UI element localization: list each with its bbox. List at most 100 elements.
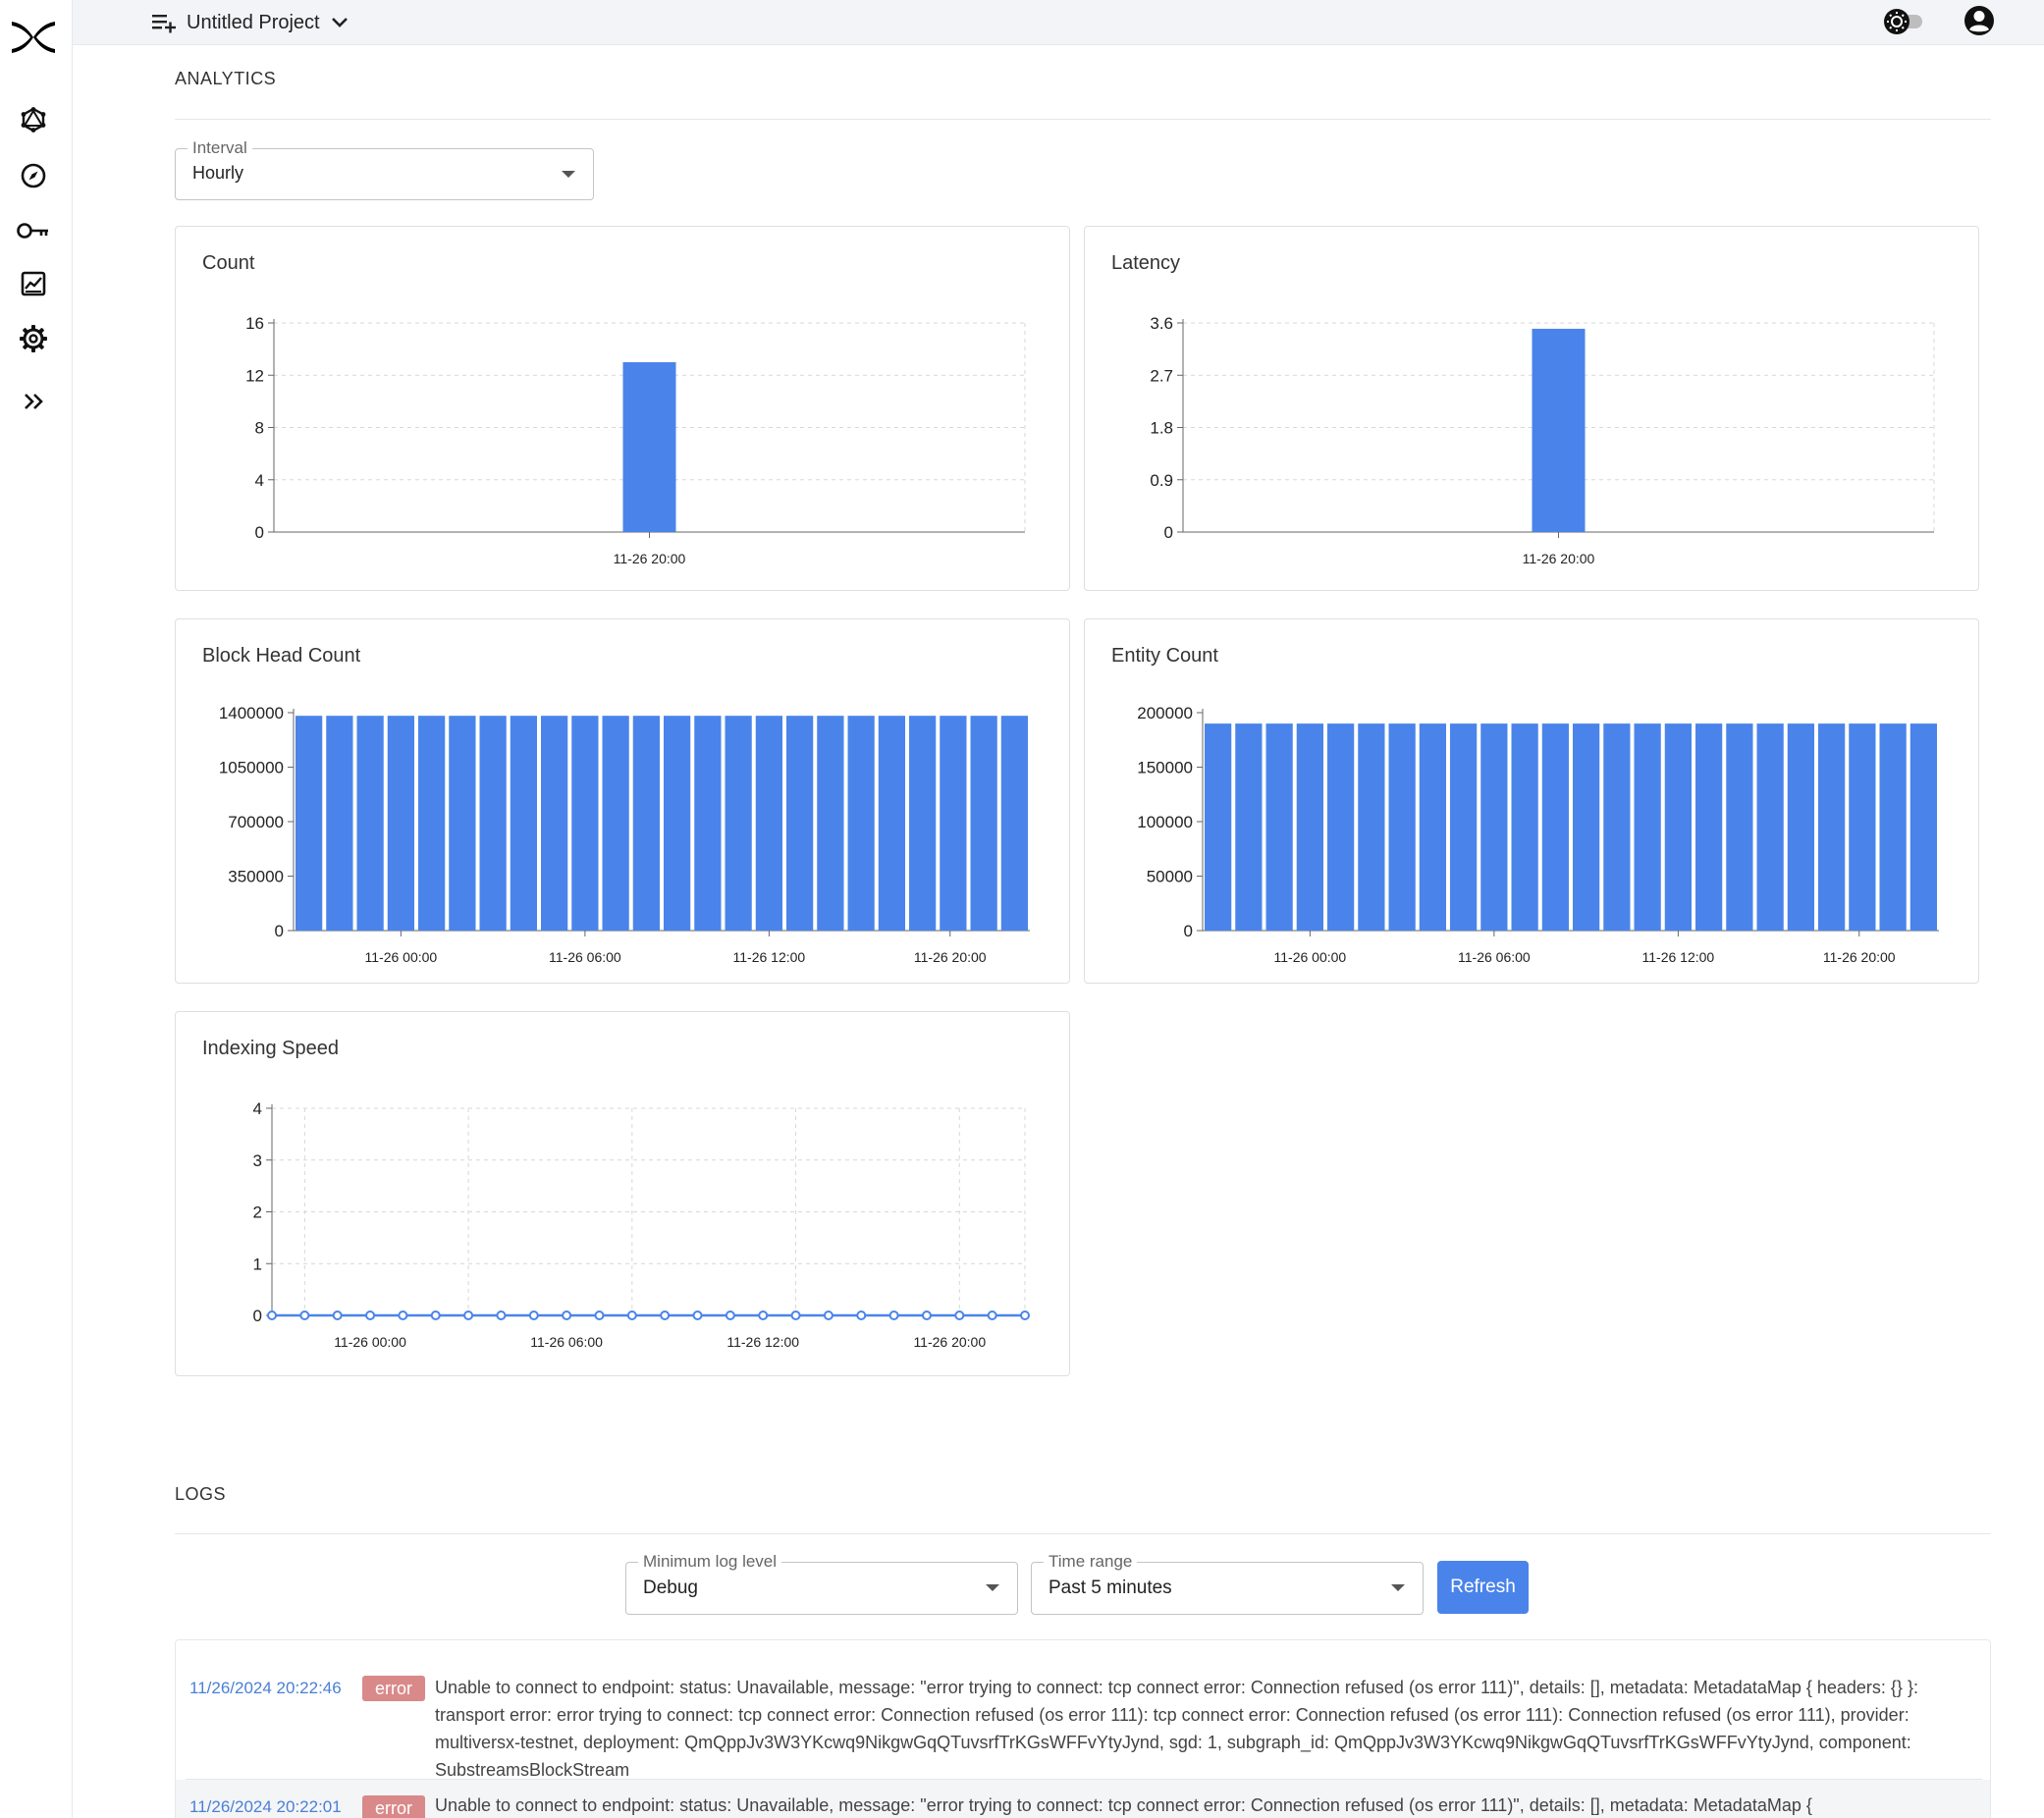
bar	[1818, 723, 1846, 931]
x-tick-label: 11-26 06:00	[530, 1334, 603, 1350]
x-tick-label: 11-26 20:00	[614, 551, 686, 566]
data-point	[692, 1310, 703, 1320]
x-tick-label: 11-26 20:00	[913, 1334, 986, 1350]
bar	[326, 716, 353, 931]
bar	[1541, 723, 1569, 931]
count-chart: 0 4 8 12 16 11-26 20:00	[245, 314, 1026, 566]
bar	[418, 716, 446, 931]
data-point	[790, 1310, 801, 1320]
x-tick-label: 11-26 12:00	[726, 1334, 799, 1350]
chart-title: Indexing Speed	[202, 1038, 340, 1059]
block-head-count-chart: 0 350000 700000 1050000 1400000 11-26 00:00 11…	[219, 704, 1030, 965]
log-timestamp[interactable]: 11/26/2024 20:22:46	[189, 1679, 342, 1697]
min-log-level-select[interactable]: Minimum log level Debug	[625, 1552, 1018, 1615]
bar	[878, 716, 905, 931]
logs-section-title: LOGS	[175, 1484, 227, 1504]
y-tick-label: 100000	[1137, 813, 1193, 831]
bar	[1634, 723, 1661, 931]
chevron-down-icon	[331, 18, 348, 27]
data-point	[888, 1310, 899, 1320]
y-tick-label: 150000	[1137, 759, 1193, 777]
data-point	[1020, 1310, 1030, 1320]
y-tick-label: 1	[253, 1255, 262, 1273]
y-tick-label: 16	[245, 314, 264, 333]
latency-chart: 0 0.9 1.8 2.7 3.6 11-26 20:00	[1150, 314, 1935, 566]
bar	[1450, 723, 1478, 931]
block-head-count-chart-card: Block Head Count 0 350000 700000 1050000 140…	[175, 618, 1070, 984]
interval-select[interactable]: Interval Hourly	[175, 138, 594, 200]
log-separator	[186, 1779, 1982, 1780]
key-icon[interactable]	[16, 213, 51, 248]
data-point	[725, 1310, 735, 1320]
time-range-value: Past 5 minutes	[1049, 1577, 1172, 1598]
y-tick-label: 0	[255, 523, 264, 542]
min-log-level-label: Minimum log level	[638, 1552, 782, 1572]
expand-chevrons-icon[interactable]	[16, 384, 51, 419]
bar	[1205, 723, 1232, 931]
bar	[970, 716, 997, 931]
bar	[1419, 723, 1446, 931]
bar	[449, 716, 476, 931]
data-point	[562, 1310, 572, 1320]
log-entry: 11/26/2024 20:22:46 error Unable to conn…	[176, 1660, 1990, 1780]
x-tick-label: 11-26 00:00	[1274, 949, 1347, 965]
x-tick-label: 11-26 20:00	[914, 949, 987, 965]
interval-label: Interval	[188, 138, 252, 158]
bar	[479, 716, 507, 931]
data-point	[921, 1310, 932, 1320]
y-tick-label: 200000	[1137, 704, 1193, 722]
log-timestamp[interactable]: 11/26/2024 20:22:01	[189, 1797, 342, 1816]
y-tick-label: 1.8	[1150, 419, 1173, 438]
data-point	[660, 1310, 671, 1320]
sidebar	[0, 0, 73, 1818]
y-tick-label: 2	[253, 1203, 262, 1222]
y-tick-label: 700000	[228, 813, 284, 831]
y-tick-label: 1400000	[219, 704, 284, 722]
x-tick-label: 11-26 00:00	[334, 1334, 406, 1350]
theme-toggle[interactable]	[1879, 4, 1926, 39]
data-point	[463, 1310, 474, 1320]
data-point	[332, 1310, 343, 1320]
time-range-label: Time range	[1044, 1552, 1138, 1572]
bar	[909, 716, 937, 931]
data-point	[528, 1310, 539, 1320]
interval-value: Hourly	[192, 163, 244, 183]
y-tick-label: 1050000	[219, 759, 284, 777]
graphql-icon[interactable]	[16, 102, 51, 137]
divider	[175, 119, 1991, 120]
time-range-select[interactable]: Time range Past 5 minutes	[1031, 1552, 1424, 1615]
account-icon[interactable]	[1962, 3, 1997, 38]
data-point	[823, 1310, 834, 1320]
bar	[571, 716, 599, 931]
y-tick-label: 3.6	[1150, 314, 1173, 333]
indexing-speed-chart: 0 1 2 3 4 11-26 00:00 11-26 06:00 11-26 12:00 11…	[253, 1099, 1030, 1350]
bar	[1480, 723, 1508, 931]
bar	[725, 716, 752, 931]
chart-title: Count	[202, 252, 255, 274]
logo-icon[interactable]	[10, 18, 57, 57]
indexing-speed-chart-card: Indexing Speed 0 1 2 3 4 11-26 00:00 11-26 06:…	[175, 1011, 1070, 1376]
caret-down-icon	[562, 171, 575, 178]
bar	[1695, 723, 1723, 931]
data-point	[365, 1310, 376, 1320]
x-tick-label: 11-26 20:00	[1523, 551, 1595, 566]
entity-count-chart-card: Entity Count 0 50000 100000 150000 200000 11-…	[1084, 618, 1979, 984]
log-list: 11/26/2024 20:22:46 error Unable to conn…	[175, 1639, 1991, 1818]
entity-count-chart: 0 50000 100000 150000 200000 11-26 00:00 11-26…	[1137, 704, 1939, 965]
project-selector[interactable]: Untitled Project	[151, 6, 350, 39]
analytics-chart-icon[interactable]	[16, 266, 51, 301]
bar	[296, 716, 323, 931]
data-point	[626, 1310, 637, 1320]
top-bar: Untitled Project	[73, 0, 2044, 45]
compass-icon[interactable]	[16, 158, 51, 193]
log-level-badge: error	[362, 1795, 426, 1818]
gear-icon[interactable]	[16, 321, 51, 356]
bar	[1787, 723, 1814, 931]
log-message: Unable to connect to endpoint: status: U…	[435, 1795, 1812, 1815]
refresh-button[interactable]: Refresh	[1437, 1561, 1529, 1614]
project-name: Untitled Project	[187, 11, 320, 33]
x-tick-label: 11-26 20:00	[1823, 949, 1896, 965]
bar	[510, 716, 537, 931]
x-tick-label: 11-26 12:00	[733, 949, 806, 965]
data-point	[299, 1310, 310, 1320]
